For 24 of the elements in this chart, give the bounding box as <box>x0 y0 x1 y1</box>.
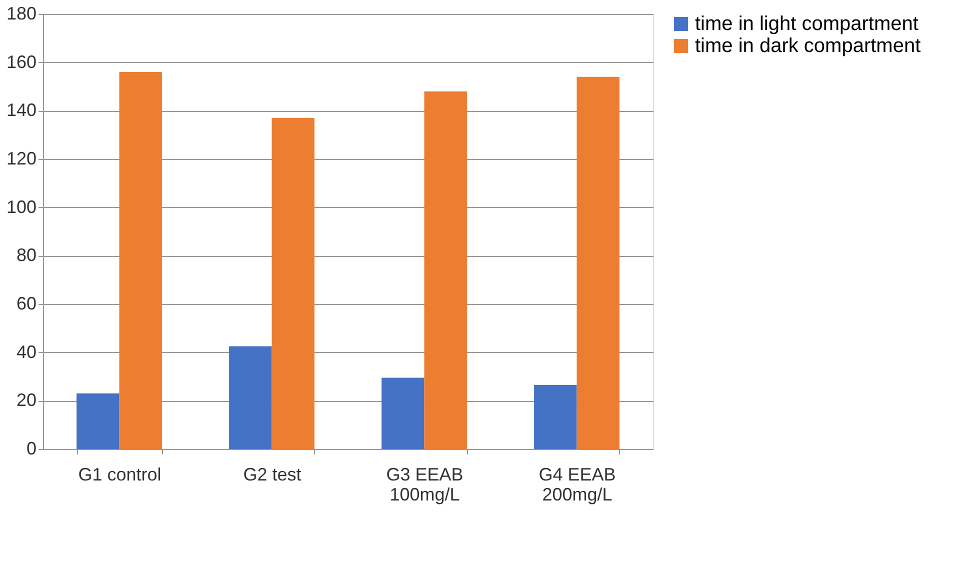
x-tick-label: G3 EEAB 100mg/L <box>386 464 464 504</box>
y-tick-label: 0 <box>26 438 36 458</box>
bar <box>576 76 620 449</box>
bar <box>119 72 162 449</box>
y-tick-label: 40 <box>16 342 36 362</box>
y-tick-label: 140 <box>6 100 36 120</box>
bar <box>76 393 120 449</box>
x-tick-label: G4 EEAB 200mg/L <box>538 464 616 504</box>
bar <box>272 118 314 449</box>
bar <box>534 384 577 449</box>
y-tick-label: 80 <box>16 245 36 266</box>
y-tick-label: 180 <box>6 4 36 24</box>
y-tick-label: 120 <box>6 148 36 168</box>
legend-label: time in dark compartment <box>695 35 922 57</box>
y-tick-label: 160 <box>6 52 36 72</box>
bar <box>424 91 467 449</box>
y-tick-label: 20 <box>16 390 36 410</box>
bar <box>229 346 272 449</box>
legend-label: time in light compartment <box>695 13 919 35</box>
x-tick-label: G1 control <box>78 464 162 484</box>
y-tick-label: 60 <box>16 294 36 314</box>
bar <box>382 378 424 449</box>
y-tick-label: 100 <box>6 196 36 217</box>
x-tick-label: G2 test <box>243 464 302 484</box>
